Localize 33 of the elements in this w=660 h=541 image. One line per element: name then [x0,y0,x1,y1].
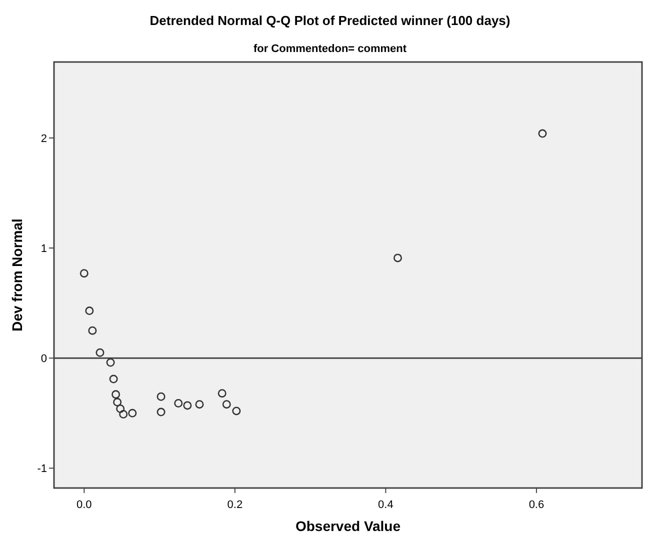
y-tick-label: -1 [37,463,47,476]
point [156,392,166,401]
x-axis-title: Observed Value [295,518,401,534]
y-axis-title: Dev from Normal [9,218,25,332]
point [109,374,118,384]
point [85,306,94,316]
point [88,326,97,335]
point [112,390,120,399]
y-tick-label: 2 [40,132,47,145]
point [80,269,88,278]
point [222,400,231,409]
point [538,129,547,138]
x-tick-label: 0.6 [528,499,544,511]
point [195,400,204,409]
point [394,254,402,262]
y-tick-label: 0 [40,353,47,366]
x-tick-label: 0.4 [378,499,394,511]
x-tick-label: 0.0 [76,499,92,511]
chart-title: Detrended Normal Q-Q Plot of Predicted winner (100 days) [150,13,510,28]
point [96,348,104,357]
point [232,406,241,416]
point [183,401,192,410]
point [113,398,122,406]
point [119,410,128,418]
point [128,408,137,418]
point [106,358,115,367]
y-tick-label: 1 [40,243,47,256]
point [156,408,166,416]
point [116,404,125,413]
point [174,398,183,408]
x-tick-label: 0.2 [227,499,243,511]
point [218,389,226,398]
chart-subtitle: for Commentedon= comment [253,43,407,55]
